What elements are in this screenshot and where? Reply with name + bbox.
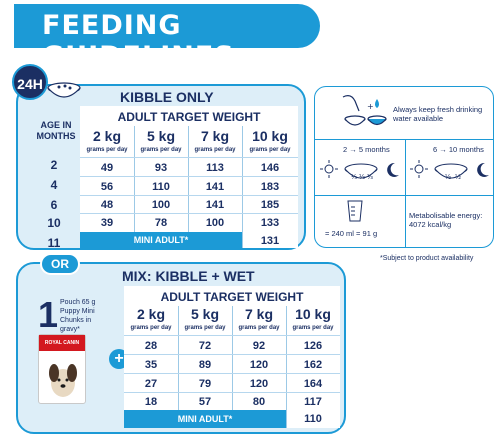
table-cell: 110 xyxy=(304,413,322,425)
kibble-table: ADULT TARGET WEIGHT 2 kg 5 kg 7 kg 10 kg… xyxy=(80,106,298,248)
mini-adult-bar: MINI ADULT* xyxy=(124,410,286,428)
header-banner: FEEDING GUIDELINES xyxy=(14,4,320,72)
table-cell: 27 xyxy=(144,378,158,390)
mini-adult-bar: MINI ADULT* xyxy=(80,232,242,248)
age-6: 6 xyxy=(50,198,58,212)
kibble-target-weight-header: ADULT TARGET WEIGHT xyxy=(117,110,261,124)
puppy-image xyxy=(49,364,77,397)
table-cell: 56 xyxy=(100,181,114,193)
table-cell: 35 xyxy=(144,359,158,371)
age-header-line1: AGE IN xyxy=(40,120,72,130)
table-cell: 120 xyxy=(249,359,269,371)
page-title: FEEDING GUIDELINES xyxy=(42,10,235,72)
meal-split-icon-a xyxy=(320,160,399,179)
age-11: 11 xyxy=(47,236,61,250)
weight-5kg: 5 kg xyxy=(146,128,175,144)
table-cell: 18 xyxy=(144,396,158,408)
table-cell: 39 xyxy=(100,217,114,229)
unit-label: grams per day xyxy=(86,147,128,153)
weight-2kg: 2 kg xyxy=(92,128,121,144)
table-cell: 146 xyxy=(260,162,280,174)
table-cell: 72 xyxy=(198,340,212,352)
energy-text: Metabolisable energy: 4072 kcal/kg xyxy=(409,211,483,229)
weight-2kg: 2 kg xyxy=(136,306,165,322)
table-cell: 133 xyxy=(260,217,280,229)
half-label: ½ xyxy=(455,174,461,181)
table-cell: 49 xyxy=(100,162,114,174)
table-cell: 141 xyxy=(205,199,225,211)
meal-split-icon-b xyxy=(410,160,489,179)
weight-10kg: 10 kg xyxy=(252,128,288,144)
fraction-label: ⅓ xyxy=(351,174,357,181)
unit-label: grams per day xyxy=(292,325,334,331)
measure-text: = 240 ml = 91 g xyxy=(325,229,378,238)
info-panel: + Always keep fresh drinking water avail… xyxy=(314,86,494,248)
table-cell: 100 xyxy=(205,217,225,229)
footnote: *Subject to product availability xyxy=(380,255,474,262)
age-2: 2 xyxy=(50,158,58,172)
pack-brand: ROYAL CANIN xyxy=(39,335,85,351)
unit-label: grams per day xyxy=(184,325,226,331)
unit-label: grams per day xyxy=(140,147,182,153)
or-badge: OR xyxy=(40,253,80,275)
meals-range-b: 6 → 10 months xyxy=(433,145,484,154)
water-text: Always keep fresh drinking water availab… xyxy=(393,105,483,123)
table-cell: 79 xyxy=(198,378,212,390)
table-cell: 162 xyxy=(303,359,323,371)
water-bowl-icon: + xyxy=(342,95,387,126)
half-label: ½ xyxy=(445,174,451,181)
table-cell: 141 xyxy=(205,181,225,193)
weight-5kg: 5 kg xyxy=(190,306,219,322)
table-cell: 92 xyxy=(252,340,266,352)
fraction-label: ⅓ xyxy=(367,174,373,181)
age-header-line2: MONTHS xyxy=(36,131,76,141)
table-cell: 28 xyxy=(144,340,158,352)
age-header: AGE IN MONTHS xyxy=(36,120,76,142)
table-cell: 117 xyxy=(304,396,322,408)
fraction-label: ⅓ xyxy=(359,174,365,181)
kibble-only-title: KIBBLE ONLY xyxy=(120,89,214,105)
table-cell: 110 xyxy=(152,181,170,193)
table-cell: 120 xyxy=(249,378,269,390)
table-cell: 80 xyxy=(252,396,266,408)
table-cell: 185 xyxy=(260,199,280,211)
table-cell: 126 xyxy=(303,340,323,352)
unit-label: grams per day xyxy=(194,147,236,153)
weight-7kg: 7 kg xyxy=(200,128,229,144)
unit-label: grams per day xyxy=(130,325,172,331)
measuring-cup-icon xyxy=(347,200,363,222)
pouch-count: 1 xyxy=(38,294,59,335)
unit-label: grams per day xyxy=(238,325,280,331)
mix-title: MIX: KIBBLE + WET xyxy=(122,268,255,284)
mix-target-weight-header: ADULT TARGET WEIGHT xyxy=(160,290,304,304)
mix-table: ADULT TARGET WEIGHT 2 kg 5 kg 7 kg 10 kg… xyxy=(124,286,340,428)
frequency-badge: 24H xyxy=(12,64,48,100)
age-4: 4 xyxy=(50,178,58,192)
table-cell: 78 xyxy=(154,217,168,229)
age-10: 10 xyxy=(47,216,61,230)
wet-food-pouch-image: ROYAL CANIN xyxy=(38,334,86,404)
svg-text:+: + xyxy=(367,102,374,111)
table-cell: 48 xyxy=(100,199,114,211)
food-bowl-icon xyxy=(47,82,81,98)
weight-7kg: 7 kg xyxy=(244,306,273,322)
table-cell: 93 xyxy=(154,162,168,174)
table-cell: 183 xyxy=(260,181,280,193)
table-cell: 89 xyxy=(198,359,212,371)
pouch-description: Pouch 65 g Puppy Mini Chunks in gravy* xyxy=(60,299,96,333)
table-cell: 113 xyxy=(206,162,224,174)
meals-range-a: 2 → 5 months xyxy=(343,145,390,154)
weight-10kg: 10 kg xyxy=(295,306,331,322)
table-cell: 57 xyxy=(198,396,212,408)
unit-label: grams per day xyxy=(249,147,291,153)
table-cell: 131 xyxy=(260,235,280,247)
table-cell: 100 xyxy=(151,199,171,211)
table-cell: 164 xyxy=(303,378,323,390)
